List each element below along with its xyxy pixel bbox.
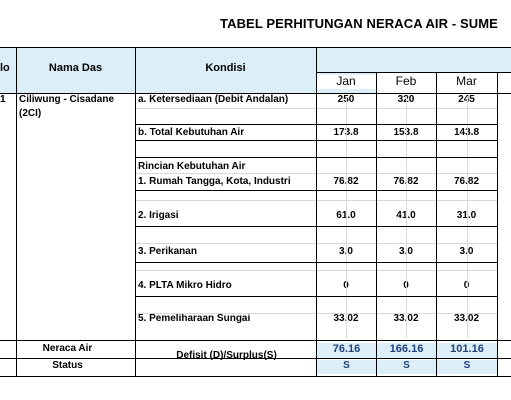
border-month-band <box>316 72 511 73</box>
border-top <box>0 47 511 48</box>
defisit-surplus-label: Defisit (D)/Surplus(S) <box>176 350 277 361</box>
header-blank <box>497 72 511 93</box>
header-band-top <box>316 47 511 72</box>
neraca-air-label: Neraca Air <box>42 343 93 354</box>
border-bottom <box>0 376 511 377</box>
border-col-mar <box>497 72 498 376</box>
das-name-line1: Ciliwung - Cisadane <box>19 94 115 105</box>
row-7-value-mar: 0 <box>436 280 497 292</box>
border-col-feb <box>436 72 437 376</box>
header-kondisi: Kondisi <box>205 62 246 74</box>
row-label-8: 5. Pemeliharaan Sungai <box>138 313 251 324</box>
border-footer-mid <box>0 358 511 359</box>
border-col-das <box>135 47 136 376</box>
neraca-value-feb: 166.16 <box>377 343 436 358</box>
header-no: lo <box>0 62 10 74</box>
row-4-value-mar: 76.82 <box>436 176 497 188</box>
row-label-1: a. Ketersediaan (Debit Andalan) <box>138 94 289 105</box>
row-label-2: b. Total Kebutuhan Air <box>138 127 245 138</box>
header-month-feb: Feb <box>376 75 436 89</box>
row-label-6: 3. Perikanan <box>138 246 197 257</box>
neraca-value-mar: 101.16 <box>437 343 497 358</box>
row-1-value-mar: 245 <box>436 94 497 106</box>
row-8-value-mar: 33.02 <box>436 313 497 325</box>
status-label: Status <box>52 360 83 371</box>
row-label-3: Rincian Kebutuhan Air <box>138 161 246 172</box>
row-5-value-mar: 31.0 <box>436 210 497 222</box>
header-month-mar: Mar <box>436 75 497 89</box>
row-label-4: 1. Rumah Tangga, Kota, Industri <box>138 176 291 187</box>
table-title: TABEL PERHITUNGAN NERACA AIR - SUME <box>220 16 498 31</box>
neraca-value-jan: 76.16 <box>317 343 376 358</box>
status-value-mar: S <box>437 360 497 374</box>
border-col-kondisi <box>316 47 317 376</box>
border-header-bottom <box>0 93 511 94</box>
row-label-7: 4. PLTA Mikro Hidro <box>138 280 232 291</box>
border-footer-top <box>0 340 511 341</box>
grid-line <box>406 96 407 338</box>
row-6-value-mar: 3.0 <box>436 246 497 258</box>
header-nama-das: Nama Das <box>48 62 103 74</box>
grid-line <box>467 96 468 338</box>
row-label-5: 2. Irigasi <box>138 210 179 221</box>
row-number: 1 <box>0 94 6 105</box>
status-value-feb: S <box>377 360 436 374</box>
border-col-jan <box>376 72 377 376</box>
grid-line <box>346 96 347 338</box>
header-month-jan: Jan <box>316 75 376 89</box>
header-band <box>0 47 376 93</box>
row-2-value-mar: 143.8 <box>436 127 497 139</box>
das-name-line2: (2CI) <box>19 108 42 119</box>
status-value-jan: S <box>317 360 376 374</box>
border-col-no <box>16 47 17 376</box>
